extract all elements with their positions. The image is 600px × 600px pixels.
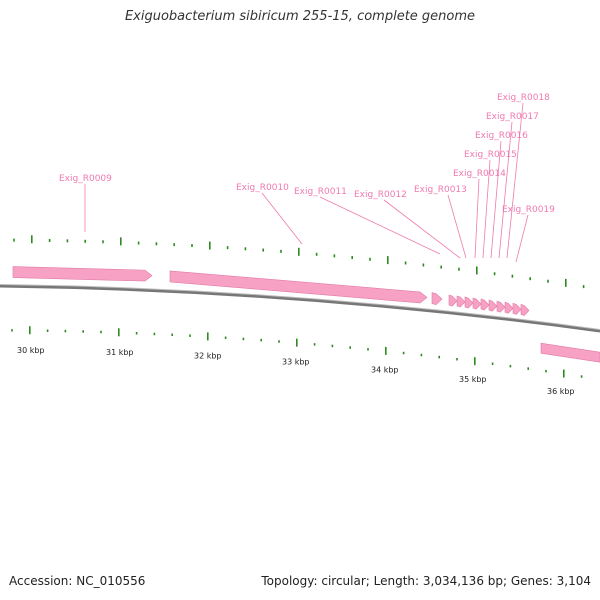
- accession-text: Accession: NC_010556: [9, 574, 146, 588]
- gene-arrow: [464, 296, 474, 309]
- gene-arrow: [504, 301, 514, 314]
- gene-label: Exig_R0016: [475, 131, 528, 141]
- kbp-label: 31 kbp: [106, 348, 134, 357]
- kbp-label: 30 kbp: [17, 346, 45, 355]
- gene-arrow: [472, 297, 482, 310]
- gene-label: Exig_R0012: [354, 190, 407, 200]
- kbp-label: 34 kbp: [371, 365, 399, 374]
- gene-labels: Exig_R0009 Exig_R0010 Exig_R0011 Exig_R0012…: [59, 93, 555, 215]
- inner-ticks: [11, 326, 583, 378]
- leader-line: [498, 121, 513, 259]
- gene-features: [12, 266, 600, 363]
- leader-line: [447, 194, 467, 259]
- gene-label: Exig_R0010: [236, 183, 289, 193]
- leader-line: [515, 214, 529, 263]
- gene-arrow: [540, 342, 600, 363]
- label-leader-lines: [84, 102, 529, 263]
- gene-label: Exig_R0011: [294, 187, 347, 197]
- leader-line: [490, 140, 502, 259]
- leader-line: [261, 192, 303, 245]
- leader-line: [474, 178, 480, 259]
- summary-text: Topology: circular; Length: 3,034,136 bp…: [261, 574, 591, 588]
- kbp-label: 33 kbp: [282, 357, 310, 366]
- kbp-label: 32 kbp: [194, 352, 222, 361]
- gene-arrow: [496, 300, 506, 313]
- genome-backbone-highlight: [0, 284, 600, 330]
- gene-label: Exig_R0013: [414, 185, 467, 195]
- kbp-labels: 30 kbp 31 kbp 32 kbp 33 kbp 34 kbp 35 kbp 36 k…: [17, 346, 575, 396]
- leader-line: [482, 159, 491, 259]
- leader-line: [319, 196, 441, 255]
- gene-label: Exig_R0015: [464, 150, 517, 160]
- gene-label: Exig_R0014: [453, 169, 506, 179]
- leader-line: [506, 102, 524, 259]
- kbp-label: 36 kbp: [547, 387, 575, 396]
- gene-label: Exig_R0017: [486, 112, 539, 122]
- gene-label: Exig_R0019: [502, 205, 555, 215]
- gene-arrow: [480, 298, 490, 311]
- gene-arrow: [520, 303, 530, 316]
- outer-ticks: [13, 235, 585, 289]
- gene-arrow: [169, 270, 428, 304]
- gene-arrow: [12, 266, 153, 282]
- genome-backbone: [0, 284, 600, 333]
- gene-label: Exig_R0009: [59, 174, 112, 184]
- gene-arrow: [488, 299, 498, 312]
- map-title: Exiguobacterium sibiricum 255-15, comple…: [124, 9, 476, 24]
- kbp-label: 35 kbp: [459, 375, 487, 384]
- gene-label: Exig_R0018: [497, 93, 550, 103]
- gene-arrow: [512, 302, 522, 315]
- gene-arrow: [448, 294, 458, 307]
- gene-arrow: [431, 292, 443, 306]
- gene-arrow: [456, 295, 466, 308]
- leader-line: [383, 199, 461, 259]
